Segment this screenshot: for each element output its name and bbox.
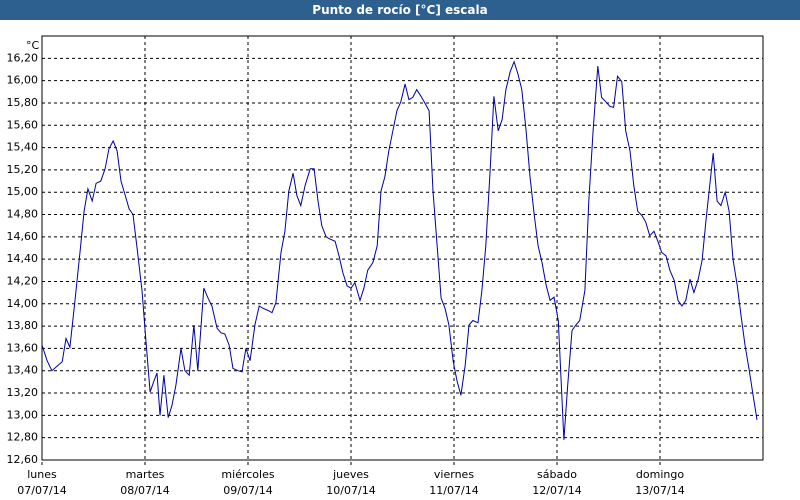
- x-tick-date: 11/07/14: [429, 484, 478, 497]
- x-tick-label: miércoles: [221, 468, 274, 481]
- x-tick-date: 07/07/14: [17, 484, 66, 497]
- x-tick-label: sábado: [537, 468, 577, 481]
- y-tick-label: 15,60: [7, 118, 39, 131]
- y-tick-label: 15,80: [7, 96, 39, 109]
- y-tick-label: 15,20: [7, 163, 39, 176]
- y-tick-label: 13,60: [7, 341, 39, 354]
- x-tick-label: martes: [126, 468, 165, 481]
- y-tick-label: 12,80: [7, 431, 39, 444]
- y-axis-unit: °C: [26, 39, 40, 52]
- y-tick-label: 16,20: [7, 51, 39, 64]
- y-tick-label: 14,60: [7, 230, 39, 243]
- y-tick-label: 13,40: [7, 364, 39, 377]
- y-tick-label: 14,20: [7, 274, 39, 287]
- x-tick-date: 13/07/14: [635, 484, 684, 497]
- x-tick-date: 12/07/14: [532, 484, 581, 497]
- x-tick-label: viernes: [434, 468, 474, 481]
- y-tick-label: 14,40: [7, 252, 39, 265]
- y-tick-label: 13,80: [7, 319, 39, 332]
- y-tick-label: 14,80: [7, 208, 39, 221]
- x-tick-date: 10/07/14: [326, 484, 375, 497]
- plot-area: [41, 35, 764, 461]
- y-tick-label: 16,00: [7, 74, 39, 87]
- data-line: [41, 60, 758, 440]
- x-tick-label: lunes: [27, 468, 57, 481]
- y-tick-label: 15,00: [7, 185, 39, 198]
- x-tick-label: jueves: [332, 468, 369, 481]
- y-tick-label: 12,60: [7, 453, 39, 466]
- y-tick-label: 15,40: [7, 141, 39, 154]
- x-tick-date: 09/07/14: [223, 484, 272, 497]
- chart-title: Punto de rocío [°C] escala: [312, 3, 487, 17]
- x-tick-date: 08/07/14: [120, 484, 169, 497]
- y-tick-label: 13,00: [7, 408, 39, 421]
- y-tick-label: 14,00: [7, 297, 39, 310]
- y-tick-label: 13,20: [7, 386, 39, 399]
- title-bar: [0, 0, 800, 20]
- x-tick-label: domingo: [636, 468, 684, 481]
